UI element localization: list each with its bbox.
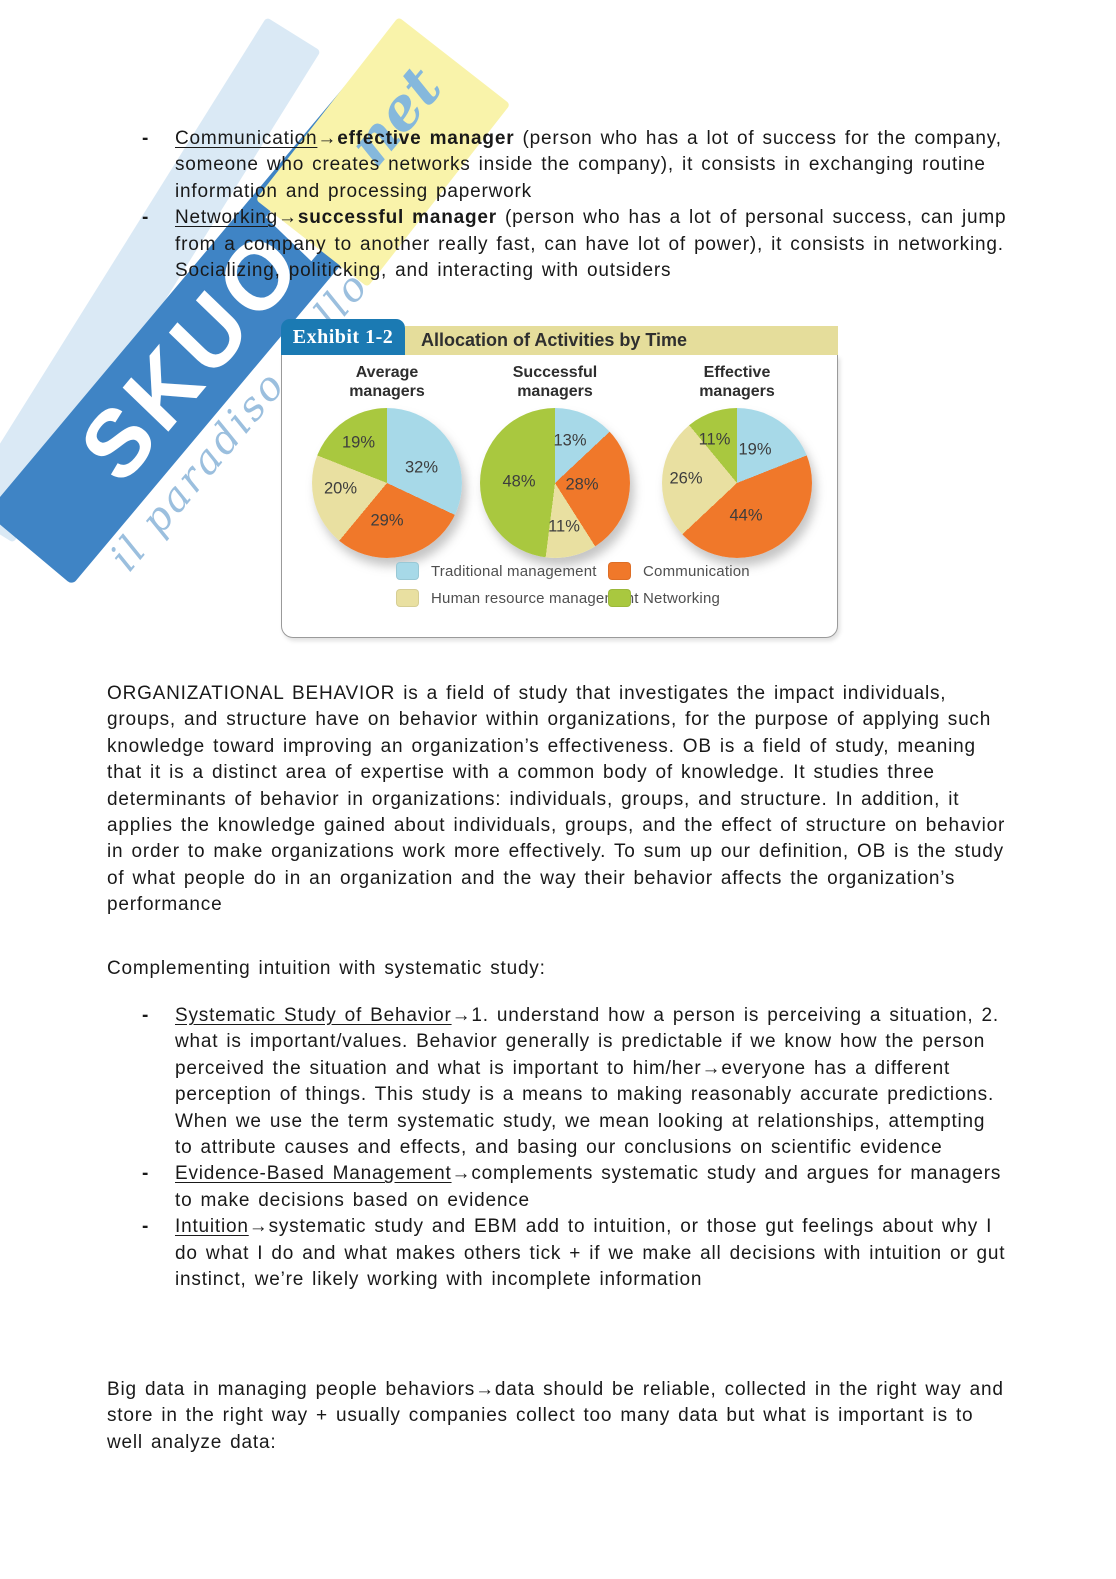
legend-label: Traditional management bbox=[431, 562, 597, 580]
arrow-glyph: → bbox=[451, 1005, 472, 1026]
exhibit-tab-label: Exhibit 1-2 bbox=[292, 326, 394, 348]
exhibit-titlebar: Allocation of Activities by Time bbox=[405, 326, 838, 355]
legend-item: Networking bbox=[608, 589, 826, 607]
chart-legend: Traditional management Communication Hum… bbox=[396, 562, 826, 607]
pie-value-label: 20% bbox=[323, 479, 358, 498]
legend-item: Communication bbox=[608, 562, 826, 580]
pie-value-label: 19% bbox=[341, 433, 376, 451]
pie-value-label: 48% bbox=[502, 472, 536, 490]
bullet-term: Intuition bbox=[175, 1216, 249, 1238]
bullet-rest: complements systematic study and argues … bbox=[175, 1163, 1002, 1211]
pie-value-label: 11% bbox=[548, 517, 580, 535]
bullet-term: Networking bbox=[175, 207, 279, 229]
legend-item: Human resource management bbox=[396, 589, 638, 607]
arrow-glyph: → bbox=[278, 207, 298, 229]
bullet-bold-term: successful manager bbox=[297, 207, 497, 229]
list-item: - Evidence-Based Management→complements … bbox=[142, 1161, 1008, 1214]
legend-label: Networking bbox=[643, 589, 721, 607]
bullet-text: Systematic Study of Behavior→1. understa… bbox=[175, 1003, 1008, 1161]
bullet-text: Evidence-Based Management→complements sy… bbox=[175, 1161, 1008, 1214]
exhibit-tab: Exhibit 1-2 bbox=[281, 319, 405, 355]
manager-types-bullet-list: - Communication→effective manager (perso… bbox=[142, 126, 1008, 284]
pie-value-label: 26% bbox=[669, 469, 703, 487]
legend-swatch-human-resource-management bbox=[396, 589, 419, 607]
bullet-text: Networking→successful manager (person wh… bbox=[175, 205, 1008, 284]
legend-label: Human resource management bbox=[431, 589, 639, 607]
pie-column-effective: Effective managers 19% 44% 26% 11% bbox=[652, 363, 822, 558]
pie-chart-title: Successful managers bbox=[512, 364, 598, 400]
list-item: - Systematic Study of Behavior→1. unders… bbox=[142, 1003, 1008, 1161]
list-item: - Intuition→systematic study and EBM add… bbox=[142, 1214, 1008, 1293]
bullet-text: Intuition→systematic study and EBM add t… bbox=[175, 1214, 1008, 1293]
bullet-term: Evidence-Based Management bbox=[175, 1163, 452, 1185]
pie-chart-effective-managers: 19% 44% 26% 11% bbox=[662, 408, 812, 558]
bullet-marker: - bbox=[142, 1163, 150, 1185]
list-item: - Networking→successful manager (person … bbox=[142, 205, 1008, 284]
legend-item: Traditional management bbox=[396, 562, 608, 580]
arrow-glyph: → bbox=[248, 1216, 269, 1238]
bullet-marker: - bbox=[142, 1216, 150, 1238]
bullet-term: Systematic Study of Behavior bbox=[175, 1005, 452, 1026]
pie-value-label: 29% bbox=[370, 511, 404, 529]
big-data-paragraph: Big data in managing people behaviors→da… bbox=[107, 1379, 1004, 1453]
pie-value-label: 32% bbox=[404, 458, 439, 477]
arrow-glyph: → bbox=[451, 1163, 472, 1185]
pie-value-label: 11% bbox=[698, 430, 731, 448]
arrow-glyph: → bbox=[317, 128, 338, 149]
bullet-text: Communication→effective manager (person … bbox=[175, 126, 1008, 205]
bullet-marker: - bbox=[142, 128, 150, 149]
pie-value-label: 28% bbox=[565, 475, 599, 493]
pie-value-label: 13% bbox=[553, 431, 587, 450]
exhibit-title: Allocation of Activities by Time bbox=[421, 330, 688, 350]
complementing-heading: Complementing intuition with systematic … bbox=[107, 958, 546, 979]
bullet-rest: systematic study and EBM add to intuitio… bbox=[175, 1216, 1006, 1291]
list-item: - Communication→effective manager (perso… bbox=[142, 126, 1008, 205]
pie-column-successful: Successful managers 13% 28% 11% 48% bbox=[470, 363, 640, 558]
pie-chart-average-managers: 32% 29% 20% 19% bbox=[312, 408, 462, 558]
bullet-term: Communication bbox=[175, 128, 318, 149]
legend-swatch-networking bbox=[608, 589, 631, 607]
pie-value-label: 44% bbox=[729, 506, 763, 525]
systematic-study-bullet-list: - Systematic Study of Behavior→1. unders… bbox=[142, 1003, 1008, 1293]
pie-chart-title: Effective managers bbox=[699, 364, 775, 400]
bullet-marker: - bbox=[142, 1005, 150, 1026]
bullet-rest: 1. understand how a person is perceiving… bbox=[175, 1005, 999, 1159]
pie-value-label: 19% bbox=[738, 440, 772, 459]
legend-label: Communication bbox=[643, 562, 750, 580]
pie-column-average: Average managers 32% 29% 20% 19% bbox=[302, 363, 472, 558]
pie-chart-title: Average managers bbox=[349, 364, 425, 400]
bullet-marker: - bbox=[142, 207, 150, 229]
exhibit-box: Exhibit 1-2 Allocation of Activities by … bbox=[281, 319, 838, 638]
bullet-bold-term: effective manager bbox=[337, 128, 515, 149]
exhibit-body: Average managers 32% 29% 20% 19% Successful… bbox=[281, 355, 838, 638]
legend-swatch-communication bbox=[608, 562, 631, 580]
legend-swatch-traditional-management bbox=[396, 562, 419, 580]
pie-chart-successful-managers: 13% 28% 11% 48% bbox=[480, 408, 630, 558]
organizational-behavior-paragraph: ORGANIZATIONAL BEHAVIOR is a field of st… bbox=[107, 683, 1006, 916]
